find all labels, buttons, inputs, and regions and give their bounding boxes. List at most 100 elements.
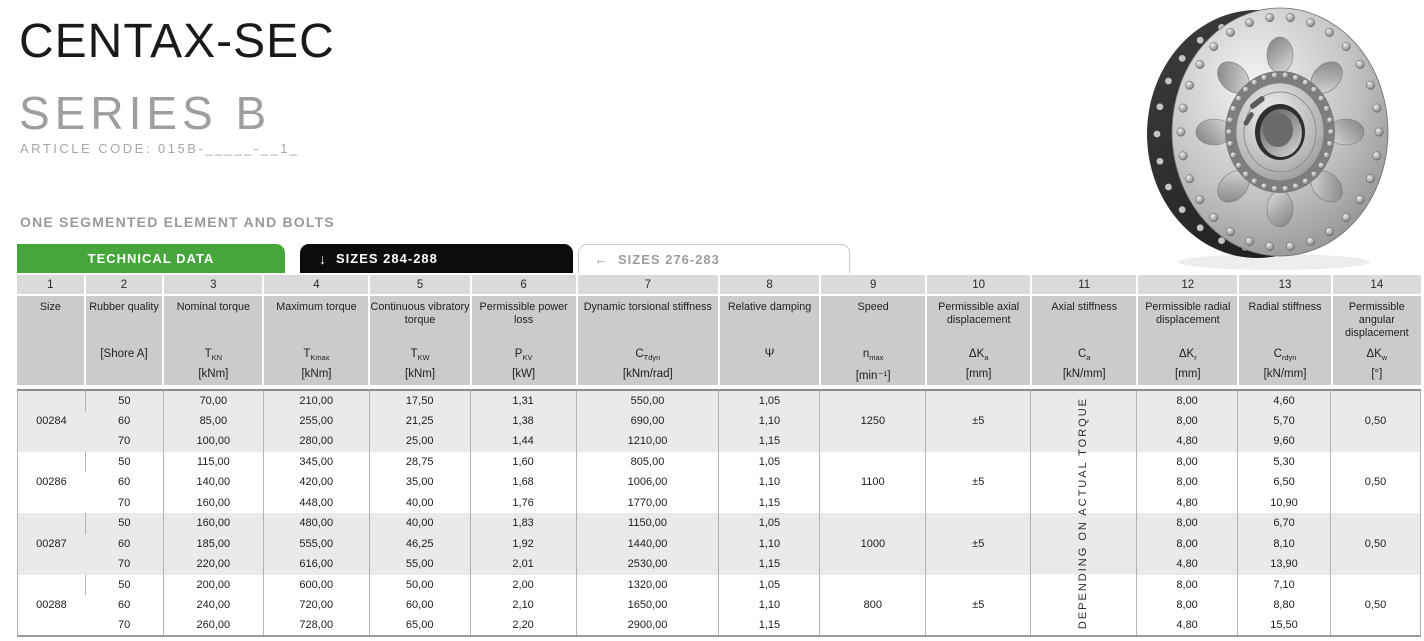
damping-cell: 1,15 — [718, 554, 820, 575]
nominal-torque-cell: 185,00 — [162, 533, 264, 554]
column-header-unit: [min⁻¹] — [855, 370, 891, 382]
column-header-unit: [mm] — [965, 368, 992, 380]
maximum-torque-cell: 600,00 — [262, 574, 370, 595]
size-cell: 00288 — [36, 598, 67, 611]
shore-cell: 60 — [118, 537, 131, 550]
shore-cell: 50 — [84, 513, 164, 534]
data-table-body: 00284 50 70,00 210,00 17,50 1,31 550,00 1,05 125… — [17, 389, 1421, 637]
radial-displacement-cell: 4,80 — [1136, 554, 1238, 575]
column-number: 5 — [370, 275, 470, 294]
column-header-symbol: TKmax — [303, 348, 330, 362]
table-row: 60 85,00 255,00 21,25 1,38 690,00 1,10 8,00 5,70 — [17, 410, 1421, 431]
table-row: 00286 50 115,00 345,00 28,75 1,60 805,00 1,05 11… — [17, 451, 1421, 513]
article-code: ARTICLE CODE: 015B-_____-__1_ — [20, 141, 300, 156]
vibratory-torque-cell: 21,25 — [368, 410, 471, 431]
damping-cell: 1,05 — [718, 390, 820, 411]
size-cell: 00284 — [36, 415, 67, 428]
power-loss-cell: 2,01 — [469, 554, 577, 575]
power-loss-cell: 2,00 — [469, 574, 577, 595]
speed-cell: 1000 — [819, 513, 926, 575]
column-header: Permissible power loss PKV [kW] — [471, 296, 576, 385]
torsional-stiffness-cell: 1150,00 — [575, 513, 719, 534]
size-cell: 00287 — [36, 537, 67, 550]
radial-stiffness-cell: 8,10 — [1237, 533, 1331, 554]
page-title: CENTAX-SEC — [19, 15, 335, 68]
nominal-torque-cell: 85,00 — [162, 410, 264, 431]
maximum-torque-cell: 210,00 — [262, 390, 370, 411]
column-header-symbol: ΔKw — [1366, 348, 1388, 362]
vibratory-torque-cell: 65,00 — [368, 615, 471, 636]
column-number: 8 — [720, 275, 820, 294]
column-number-strip: 1 2 3 4 5 6 7 8 9 10 11 12 13 14 — [17, 275, 1421, 294]
column-header-name: Permissible radial displacement — [1145, 301, 1231, 326]
axial-displacement-cell: ±5 — [925, 574, 1031, 636]
tab-sizes-284-288[interactable]: ↓ SIZES 284-288 — [300, 244, 573, 273]
vibratory-torque-cell: 28,75 — [368, 451, 471, 472]
column-header-name: Continuous vibratory torque — [370, 301, 470, 326]
maximum-torque-cell: 255,00 — [262, 410, 370, 431]
column-header-symbol: TKW — [410, 348, 430, 362]
column-header-unit: [kNm] — [405, 368, 436, 380]
table-row: 70 260,00 728,00 65,00 2,20 2900,00 1,15 4,80 15… — [17, 615, 1421, 636]
nominal-torque-cell: 260,00 — [162, 615, 264, 636]
vibratory-torque-cell: 40,00 — [368, 492, 471, 513]
speed-cell: 1100 — [819, 451, 926, 513]
column-header-name: Speed — [857, 301, 889, 313]
radial-displacement-cell: 8,00 — [1136, 513, 1238, 534]
column-header-symbol: ΔKr — [1178, 348, 1197, 362]
column-header-unit: [mm] — [1175, 368, 1201, 380]
radial-displacement-cell: 8,00 — [1136, 451, 1238, 472]
radial-stiffness-cell: 10,90 — [1237, 492, 1331, 513]
torsional-stiffness-cell: 2900,00 — [575, 615, 719, 636]
shore-cell: 70 — [118, 619, 131, 632]
axial-displacement-cell: ±5 — [925, 513, 1031, 575]
column-header: Rubber quality [Shore A] — [85, 296, 163, 385]
vibratory-torque-cell: 50,00 — [368, 574, 471, 595]
column-header: Maximum torque TKmax [kNm] — [264, 296, 369, 385]
column-header-symbol — [17, 348, 84, 368]
coupling-product-image — [1128, 0, 1424, 276]
torsional-stiffness-cell: 1210,00 — [575, 431, 719, 452]
nominal-torque-cell: 140,00 — [162, 472, 264, 493]
column-number: 13 — [1239, 275, 1331, 294]
angular-displacement-cell: 0,50 — [1329, 513, 1421, 575]
radial-displacement-cell: 8,00 — [1136, 595, 1238, 616]
power-loss-cell: 2,20 — [469, 615, 577, 636]
shore-cell: 70 — [118, 435, 131, 448]
column-header-name: Radial stiffness — [1248, 301, 1322, 313]
column-number: 9 — [821, 275, 926, 294]
power-loss-cell: 1,83 — [469, 513, 577, 534]
column-header-symbol: [Shore A] — [100, 348, 148, 360]
column-number: 3 — [164, 275, 263, 294]
maximum-torque-cell: 480,00 — [262, 513, 370, 534]
shore-cell: 60 — [118, 414, 131, 427]
nominal-torque-cell: 100,00 — [162, 431, 264, 452]
page-subtitle: SERIES B — [19, 87, 272, 139]
radial-stiffness-cell: 13,90 — [1237, 554, 1331, 575]
torsional-stiffness-cell: 1320,00 — [575, 574, 719, 595]
column-header-unit — [720, 368, 819, 385]
table-row: 70 100,00 280,00 25,00 1,44 1210,00 1,15 4,80 9,… — [17, 431, 1421, 452]
tab-sizes-276-283[interactable]: ← SIZES 276-283 — [578, 244, 850, 273]
column-header-unit: [°] — [1371, 368, 1383, 380]
column-header-name: Axial stiffness — [1051, 301, 1118, 313]
torsional-stiffness-cell: 690,00 — [575, 410, 719, 431]
column-number: 10 — [927, 275, 1031, 294]
column-header-unit: [kNm] — [198, 368, 229, 380]
tab-technical-data[interactable]: TECHNICAL DATA — [17, 244, 285, 273]
left-arrow-icon: ← — [594, 251, 609, 267]
column-header: Dynamic torsional stiffness CTdyn [kNm/rad… — [577, 296, 718, 385]
column-header: Permissible radial displacement ΔKr [mm] — [1138, 296, 1238, 385]
column-header-name: Rubber quality — [89, 301, 159, 313]
column-header: Nominal torque TKN [kNm] — [164, 296, 263, 385]
column-header: Permissible axial displacement ΔKa [mm] — [927, 296, 1031, 385]
table-row: 70 160,00 448,00 40,00 1,76 1770,00 1,15 4,80 10… — [17, 492, 1421, 513]
column-header-symbol: Crdyn — [1273, 348, 1297, 362]
axial-displacement-cell: ±5 — [925, 451, 1031, 513]
shore-cell: 50 — [84, 574, 164, 595]
column-header-unit: [kN/mm] — [1062, 368, 1106, 380]
column-header-name: Permissible axial displacement — [938, 301, 1020, 326]
torsional-stiffness-cell: 1650,00 — [575, 595, 719, 616]
column-header: Size — [17, 296, 84, 385]
power-loss-cell: 1,38 — [469, 410, 577, 431]
